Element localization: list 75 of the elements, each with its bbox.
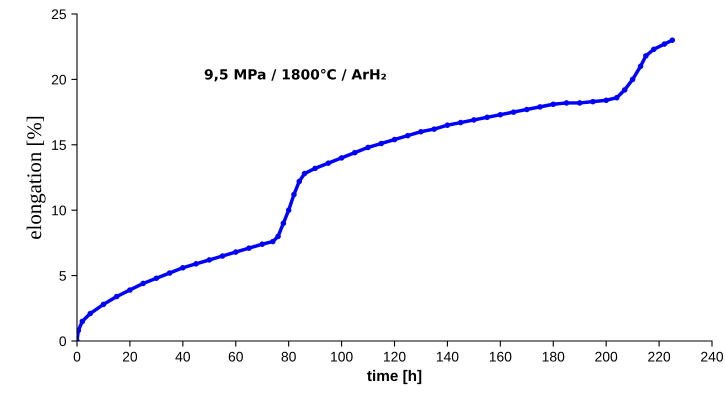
point xyxy=(232,249,239,255)
x-tick-label: 180 xyxy=(542,352,564,362)
point xyxy=(180,264,186,271)
x-tick-label: 160 xyxy=(490,352,512,362)
point xyxy=(312,166,318,172)
x-tick-label: 100 xyxy=(331,352,353,362)
point xyxy=(638,64,644,70)
point xyxy=(193,261,199,267)
x-tick-label: 240 xyxy=(701,352,724,362)
point xyxy=(603,98,609,104)
point xyxy=(662,41,668,47)
point xyxy=(166,270,172,276)
point xyxy=(326,160,332,166)
point xyxy=(444,122,450,128)
x-tick-label: 140 xyxy=(436,352,458,362)
x-tick-label: 200 xyxy=(595,352,618,362)
point xyxy=(458,120,464,126)
y-axis-title: elongation [%] xyxy=(26,116,46,239)
point xyxy=(651,46,657,52)
point xyxy=(392,136,398,142)
y-tick-label: 0 xyxy=(59,336,66,346)
point xyxy=(154,275,160,281)
point xyxy=(100,302,106,308)
point xyxy=(590,98,596,104)
point xyxy=(418,128,424,134)
x-tick-label: 60 xyxy=(228,352,243,362)
x-axis-title: time [h] xyxy=(367,370,422,384)
point xyxy=(537,104,543,110)
point xyxy=(471,117,477,123)
point xyxy=(431,126,437,132)
x-tick-label: 0 xyxy=(74,352,80,362)
point xyxy=(630,76,636,82)
point xyxy=(114,294,120,300)
point xyxy=(270,238,276,244)
point xyxy=(614,94,620,100)
point xyxy=(259,241,265,247)
x-tick-label: 80 xyxy=(282,352,296,362)
y-tick-label: 25 xyxy=(52,9,66,20)
point xyxy=(564,100,570,106)
annotation: 9,5 MPa / 1800℃ / ArH₂ xyxy=(204,68,386,82)
point xyxy=(524,106,530,112)
point xyxy=(220,253,226,259)
point xyxy=(338,155,344,161)
point xyxy=(80,318,86,324)
point xyxy=(352,150,358,156)
point xyxy=(275,234,281,240)
point xyxy=(280,220,286,226)
x-tick-label: 20 xyxy=(122,352,138,362)
point xyxy=(622,87,628,93)
point xyxy=(365,144,371,150)
point xyxy=(140,280,146,286)
x-tick-label: 120 xyxy=(384,352,406,362)
y-tick-label: 5 xyxy=(59,271,66,281)
point xyxy=(484,114,490,120)
point xyxy=(286,207,292,213)
point xyxy=(378,140,384,146)
point xyxy=(670,37,676,43)
point xyxy=(296,178,302,184)
point xyxy=(206,257,212,263)
point xyxy=(77,328,82,334)
y-tick-label: 20 xyxy=(52,74,66,85)
point xyxy=(87,310,94,316)
point xyxy=(550,101,556,108)
point xyxy=(127,287,133,293)
point xyxy=(246,245,252,251)
point xyxy=(404,132,411,138)
point xyxy=(302,170,308,176)
x-tick-label: 220 xyxy=(648,352,670,362)
y-tick-label: 15 xyxy=(52,140,66,150)
point xyxy=(643,53,649,59)
x-tick-label: 40 xyxy=(175,352,190,362)
point xyxy=(498,112,504,118)
point xyxy=(510,109,516,115)
point xyxy=(291,192,297,198)
y-tick-label: 10 xyxy=(52,206,66,216)
